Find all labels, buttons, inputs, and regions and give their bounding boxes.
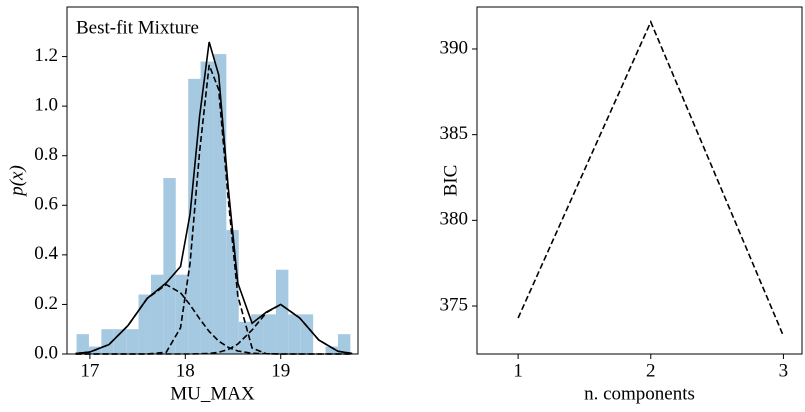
- y-tick-label: 0.8: [34, 144, 58, 165]
- bar: [138, 294, 151, 354]
- bar: [200, 61, 214, 355]
- y-tick-label: 1.2: [34, 45, 58, 66]
- y-tick-label: 385: [440, 123, 469, 144]
- axes-frame: [476, 6, 803, 355]
- curve: [75, 283, 353, 355]
- bar: [288, 314, 301, 354]
- bar: [175, 274, 189, 354]
- bar: [263, 314, 276, 354]
- x-axis-label: MU_MAX: [170, 383, 255, 404]
- axes-frame: [66, 6, 359, 355]
- y-tick-label: 0.2: [34, 293, 58, 314]
- bar: [251, 314, 264, 354]
- curve: [517, 19, 785, 337]
- y-tick-label: 375: [440, 294, 469, 315]
- x-tick-label: 3: [779, 360, 789, 381]
- bar: [76, 334, 89, 354]
- bar: [300, 314, 314, 354]
- bar: [188, 78, 201, 354]
- x-axis-label: n. components: [584, 383, 695, 404]
- y-tick-label: 0.0: [34, 342, 58, 363]
- y-axis-label: p(x): [6, 165, 27, 198]
- x-tick-label: 2: [646, 360, 656, 381]
- bar: [113, 329, 127, 354]
- bar: [163, 178, 176, 354]
- y-tick-label: 380: [440, 209, 469, 230]
- bar: [275, 269, 289, 354]
- y-tick-label: 0.4: [34, 243, 58, 264]
- bar: [126, 329, 139, 354]
- y-tick-label: 0.6: [34, 194, 58, 215]
- bar: [325, 346, 338, 354]
- y-tick-label: 1.0: [34, 95, 58, 116]
- bar: [101, 329, 114, 354]
- x-tick-label: 18: [176, 360, 195, 381]
- x-tick-label: 17: [80, 360, 99, 381]
- y-tick-label: 390: [440, 37, 469, 58]
- bar: [337, 334, 351, 354]
- bar: [150, 274, 164, 354]
- annotation: Best-fit Mixture: [76, 17, 199, 38]
- x-tick-label: 1: [513, 360, 523, 381]
- x-tick-label: 19: [271, 360, 290, 381]
- y-axis-label: BIC: [440, 165, 461, 197]
